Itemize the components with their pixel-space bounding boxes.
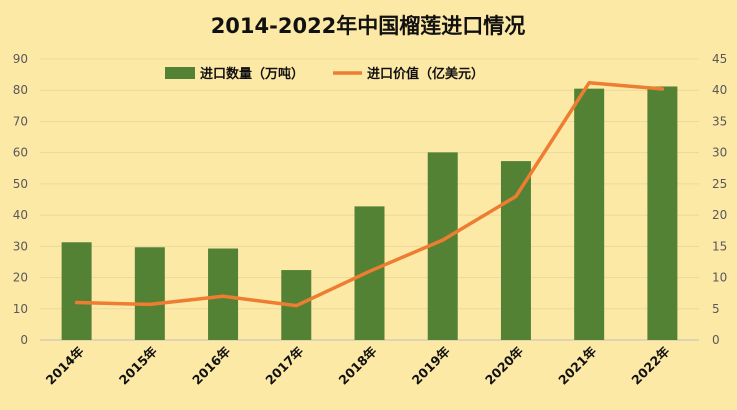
legend: 进口数量（万吨） 进口价值（亿美元） xyxy=(165,66,484,82)
x-tick-label: 2022年 xyxy=(628,343,672,387)
x-tick-label: 2015年 xyxy=(116,343,160,387)
left-tick-label: 60 xyxy=(13,146,28,160)
x-tick-label: 2019年 xyxy=(409,343,453,387)
bar xyxy=(647,86,678,340)
x-axis: 2014年 2015年 2016年 2017年 2018年 2019年 2020年 2021年… xyxy=(43,343,673,387)
line-series xyxy=(74,80,665,308)
left-tick-label: 80 xyxy=(13,83,28,97)
x-tick-label: 2016年 xyxy=(189,343,233,387)
legend-swatch-bar xyxy=(165,67,195,79)
right-tick-label: 35 xyxy=(712,114,727,128)
left-tick-label: 40 xyxy=(13,208,28,222)
x-tick-label: 2017年 xyxy=(262,343,306,387)
right-axis: 0 5 10 15 20 25 30 35 40 45 xyxy=(712,52,727,347)
bar xyxy=(61,242,92,340)
chart-title: 2014-2022年中国榴莲进口情况 xyxy=(211,14,526,38)
right-tick-label: 15 xyxy=(712,239,727,253)
right-tick-label: 0 xyxy=(712,333,720,347)
right-tick-label: 45 xyxy=(712,52,727,66)
left-tick-label: 70 xyxy=(13,114,28,128)
x-tick-label: 2021年 xyxy=(555,343,599,387)
right-tick-label: 20 xyxy=(712,208,727,222)
x-tick-label: 2018年 xyxy=(336,343,380,387)
right-tick-label: 25 xyxy=(712,177,727,191)
legend-label-bar: 进口数量（万吨） xyxy=(200,66,304,82)
bar xyxy=(574,88,605,341)
bar xyxy=(500,161,531,340)
left-tick-label: 0 xyxy=(20,333,28,347)
right-tick-label: 30 xyxy=(712,146,727,160)
left-tick-label: 30 xyxy=(13,239,28,253)
left-tick-label: 90 xyxy=(13,52,28,66)
legend-label-line: 进口价值（亿美元） xyxy=(367,66,484,82)
x-tick-label: 2014年 xyxy=(43,343,87,387)
left-axis: 0 10 20 30 40 50 60 70 80 90 xyxy=(13,52,28,347)
right-tick-label: 10 xyxy=(712,271,727,285)
right-tick-label: 5 xyxy=(712,302,720,316)
bar-series xyxy=(61,86,678,341)
x-tick-label: 2020年 xyxy=(482,343,526,387)
bar xyxy=(134,247,165,340)
left-tick-label: 20 xyxy=(13,271,28,285)
bar xyxy=(208,248,239,340)
left-tick-label: 50 xyxy=(13,177,28,191)
right-tick-label: 40 xyxy=(712,83,727,97)
left-tick-label: 10 xyxy=(13,302,28,316)
